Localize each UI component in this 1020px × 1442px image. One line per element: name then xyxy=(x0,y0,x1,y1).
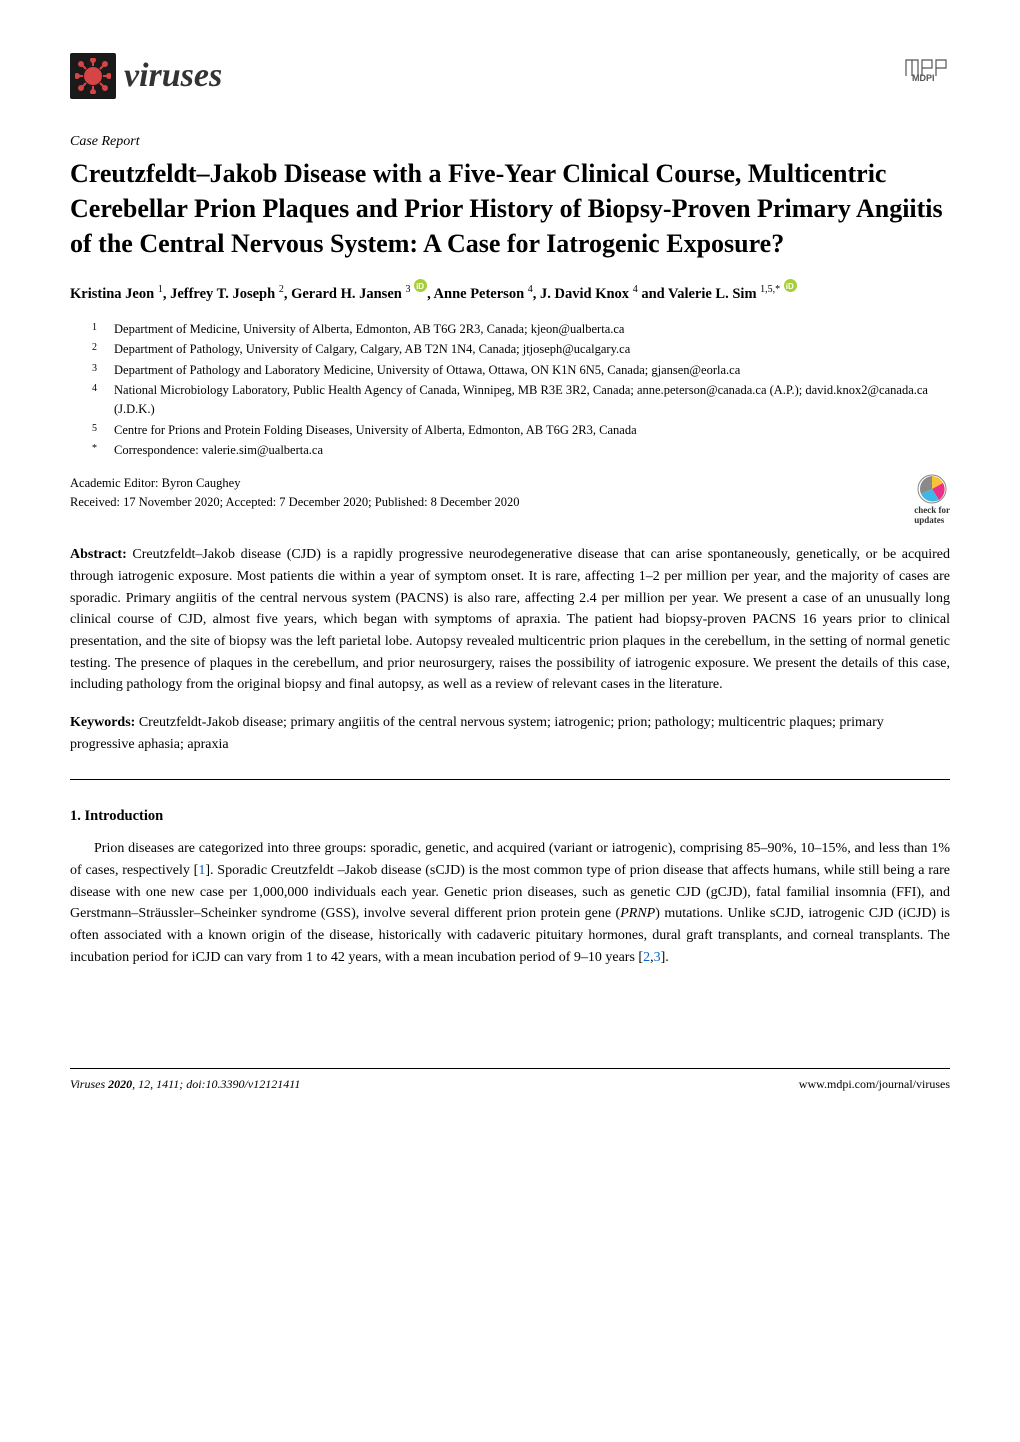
affiliation-item: 5 Centre for Prions and Protein Folding … xyxy=(92,421,950,440)
mdpi-icon: MDPI xyxy=(902,50,950,82)
affiliation-item: 2 Department of Pathology, University of… xyxy=(92,340,950,359)
article-title: Creutzfeldt–Jakob Disease with a Five-Ye… xyxy=(70,156,950,261)
affiliations-list: 1 Department of Medicine, University of … xyxy=(70,320,950,461)
orcid-icon xyxy=(414,279,427,292)
affiliation-text: Centre for Prions and Protein Folding Di… xyxy=(114,421,950,440)
keywords-label: Keywords: xyxy=(70,715,135,730)
check-updates-badge[interactable]: check for updates xyxy=(914,474,950,526)
abstract-label: Abstract: xyxy=(70,547,127,562)
keywords: Keywords: Creutzfeldt-Jakob disease; pri… xyxy=(70,712,950,755)
affiliation-number: * xyxy=(92,441,104,460)
journal-url-link[interactable]: www.mdpi.com/journal/viruses xyxy=(799,1077,950,1091)
section-heading: 1. Introduction xyxy=(70,806,950,828)
svg-text:MDPI: MDPI xyxy=(912,73,935,82)
affiliation-item: * Correspondence: valerie.sim@ualberta.c… xyxy=(92,441,950,460)
affiliation-text: Correspondence: valerie.sim@ualberta.ca xyxy=(114,441,950,460)
keywords-text: Creutzfeldt-Jakob disease; primary angii… xyxy=(70,715,884,752)
journal-logo-icon xyxy=(70,53,116,99)
affiliation-number: 5 xyxy=(92,421,104,440)
editor-dates-row: Academic Editor: Byron Caughey Received:… xyxy=(70,474,950,526)
journal-logo: viruses xyxy=(70,50,222,101)
check-updates-label: check for updates xyxy=(914,506,950,526)
affiliation-text: Department of Pathology and Laboratory M… xyxy=(114,361,950,380)
separator xyxy=(70,779,950,780)
academic-editor: Academic Editor: Byron Caughey xyxy=(70,474,520,493)
affiliation-text: Department of Medicine, University of Al… xyxy=(114,320,950,339)
citation-link[interactable]: 3 xyxy=(654,950,661,965)
abstract: Abstract: Creutzfeldt–Jakob disease (CJD… xyxy=(70,544,950,696)
citation-link[interactable]: 2 xyxy=(643,950,650,965)
article-dates: Received: 17 November 2020; Accepted: 7 … xyxy=(70,493,520,512)
affiliation-number: 1 xyxy=(92,320,104,339)
affiliation-number: 2 xyxy=(92,340,104,359)
footer-url[interactable]: www.mdpi.com/journal/viruses xyxy=(799,1075,950,1093)
crossmark-icon xyxy=(917,474,947,504)
affiliation-text: National Microbiology Laboratory, Public… xyxy=(114,381,950,420)
affiliation-item: 1 Department of Medicine, University of … xyxy=(92,320,950,339)
abstract-text: Creutzfeldt–Jakob disease (CJD) is a rap… xyxy=(70,547,950,692)
affiliation-number: 4 xyxy=(92,381,104,420)
citation-link[interactable]: 1 xyxy=(198,863,205,878)
affiliation-number: 3 xyxy=(92,361,104,380)
orcid-icon xyxy=(784,279,797,292)
header-row: viruses MDPI xyxy=(70,50,950,101)
footer-citation: Viruses 2020, 12, 1411; doi:10.3390/v121… xyxy=(70,1075,300,1093)
authors: Kristina Jeon 1, Jeffrey T. Joseph 2, Ge… xyxy=(70,279,950,306)
affiliation-item: 4 National Microbiology Laboratory, Publ… xyxy=(92,381,950,420)
page-footer: Viruses 2020, 12, 1411; doi:10.3390/v121… xyxy=(70,1068,950,1093)
affiliation-item: 3 Department of Pathology and Laboratory… xyxy=(92,361,950,380)
affiliation-text: Department of Pathology, University of C… xyxy=(114,340,950,359)
intro-paragraph: Prion diseases are categorized into thre… xyxy=(70,838,950,968)
virus-icon xyxy=(75,58,111,94)
journal-name: viruses xyxy=(124,50,222,101)
editor-dates: Academic Editor: Byron Caughey Received:… xyxy=(70,474,520,512)
article-type: Case Report xyxy=(70,131,950,152)
publisher-logo: MDPI xyxy=(902,50,950,82)
